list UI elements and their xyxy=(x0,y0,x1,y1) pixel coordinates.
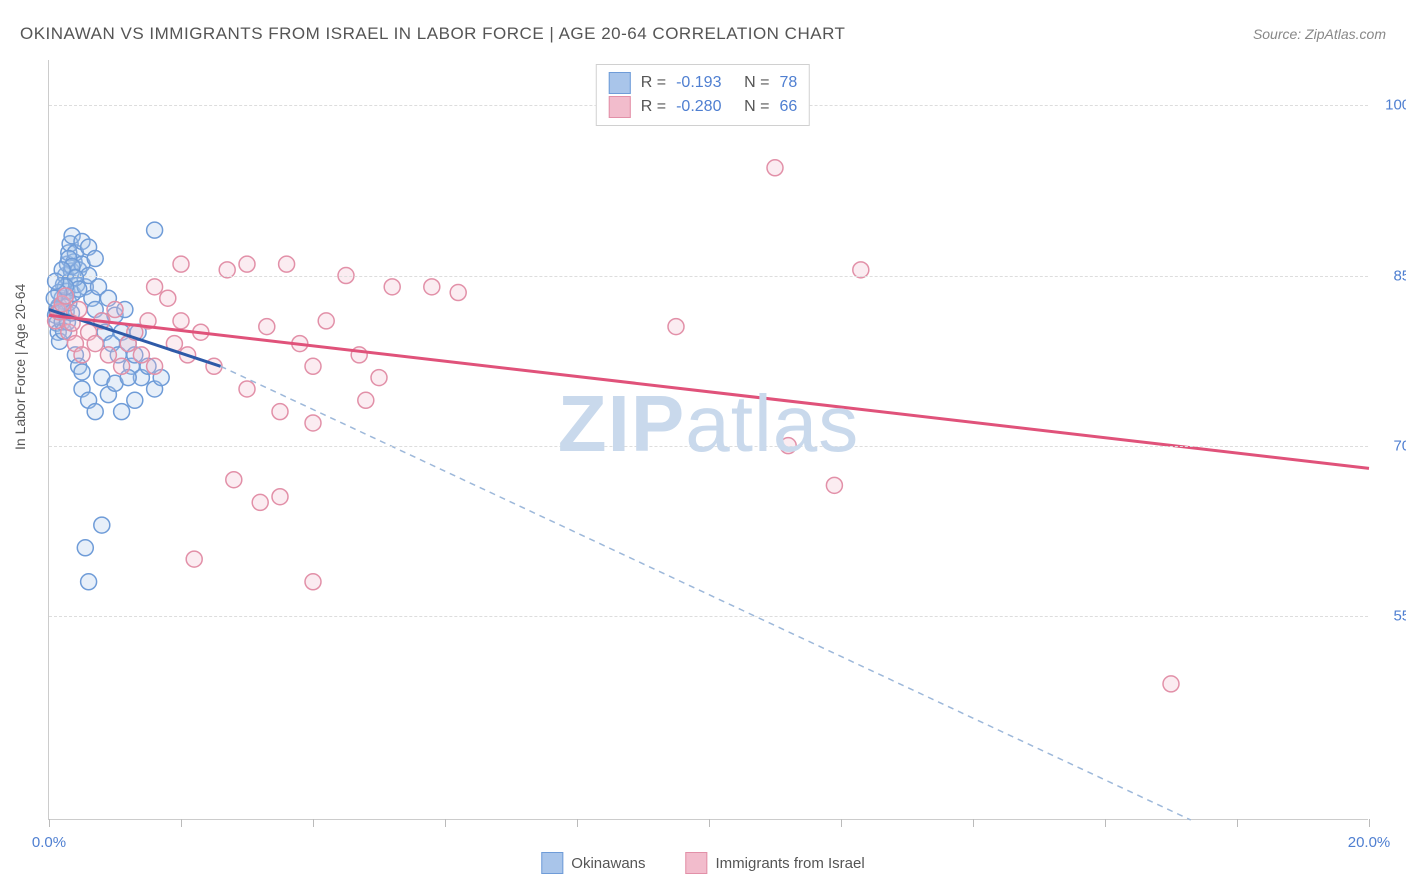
series-legend: Okinawans Immigrants from Israel xyxy=(541,852,864,874)
data-point xyxy=(74,347,90,363)
data-point xyxy=(71,302,87,318)
x-tick xyxy=(841,819,842,827)
x-tick xyxy=(313,819,314,827)
data-point xyxy=(358,392,374,408)
scatter-svg xyxy=(49,60,1368,819)
legend-swatch xyxy=(609,96,631,118)
x-tick xyxy=(577,819,578,827)
source-attribution: Source: ZipAtlas.com xyxy=(1253,26,1386,42)
data-point xyxy=(272,489,288,505)
series-legend-item: Immigrants from Israel xyxy=(686,852,865,874)
data-point xyxy=(668,319,684,335)
legend-swatch xyxy=(609,72,631,94)
y-tick-label: 100.0% xyxy=(1376,97,1406,114)
data-point xyxy=(87,251,103,267)
y-tick-label: 85.0% xyxy=(1376,267,1406,284)
data-point xyxy=(318,313,334,329)
r-label: R = xyxy=(641,95,666,119)
x-tick xyxy=(49,819,50,827)
data-point xyxy=(450,285,466,301)
data-point xyxy=(81,574,97,590)
x-tick xyxy=(1369,819,1370,827)
data-point xyxy=(767,160,783,176)
data-point xyxy=(1163,676,1179,692)
legend-swatch xyxy=(541,852,563,874)
y-axis-label: In Labor Force | Age 20-64 xyxy=(12,284,28,450)
x-tick xyxy=(709,819,710,827)
correlation-legend: R = -0.193 N = 78 R = -0.280 N = 66 xyxy=(596,64,810,126)
data-point xyxy=(100,347,116,363)
data-point xyxy=(133,347,149,363)
data-point xyxy=(279,256,295,272)
n-label: N = xyxy=(744,71,769,95)
legend-swatch xyxy=(686,852,708,874)
data-point xyxy=(107,302,123,318)
data-point xyxy=(74,364,90,380)
x-tick xyxy=(181,819,182,827)
data-point xyxy=(371,370,387,386)
data-point xyxy=(173,256,189,272)
x-tick xyxy=(1105,819,1106,827)
plot-area: ZIPatlas 55.0%70.0%85.0%100.0%0.0%20.0% xyxy=(48,60,1368,820)
n-value: 78 xyxy=(779,71,797,95)
n-label: N = xyxy=(744,95,769,119)
data-point xyxy=(58,288,74,304)
y-tick-label: 70.0% xyxy=(1376,437,1406,454)
data-point xyxy=(305,415,321,431)
x-tick-label: 20.0% xyxy=(1348,834,1391,851)
r-label: R = xyxy=(641,71,666,95)
chart-title: OKINAWAN VS IMMIGRANTS FROM ISRAEL IN LA… xyxy=(20,24,845,44)
data-point xyxy=(826,477,842,493)
data-point xyxy=(173,313,189,329)
data-point xyxy=(305,358,321,374)
data-point xyxy=(114,358,130,374)
data-point xyxy=(114,404,130,420)
data-point xyxy=(226,472,242,488)
data-point xyxy=(186,551,202,567)
data-point xyxy=(160,290,176,306)
gridline xyxy=(49,446,1368,447)
data-point xyxy=(77,540,93,556)
legend-row: R = -0.280 N = 66 xyxy=(609,95,797,119)
x-tick-label: 0.0% xyxy=(32,834,66,851)
gridline xyxy=(49,616,1368,617)
series-label: Okinawans xyxy=(571,855,645,872)
x-tick xyxy=(445,819,446,827)
data-point xyxy=(239,381,255,397)
data-point xyxy=(87,336,103,352)
r-value: -0.193 xyxy=(676,71,734,95)
data-point xyxy=(147,279,163,295)
r-value: -0.280 xyxy=(676,95,734,119)
data-point xyxy=(424,279,440,295)
series-label: Immigrants from Israel xyxy=(716,855,865,872)
data-point xyxy=(305,574,321,590)
x-tick xyxy=(1237,819,1238,827)
series-legend-item: Okinawans xyxy=(541,852,645,874)
trend-line-extrapolated xyxy=(221,366,1191,820)
data-point xyxy=(252,494,268,510)
x-tick xyxy=(973,819,974,827)
gridline xyxy=(49,276,1368,277)
data-point xyxy=(272,404,288,420)
data-point xyxy=(147,222,163,238)
data-point xyxy=(147,358,163,374)
data-point xyxy=(127,392,143,408)
data-point xyxy=(94,517,110,533)
y-tick-label: 55.0% xyxy=(1376,607,1406,624)
data-point xyxy=(239,256,255,272)
data-point xyxy=(259,319,275,335)
data-point xyxy=(87,404,103,420)
legend-row: R = -0.193 N = 78 xyxy=(609,71,797,95)
n-value: 66 xyxy=(779,95,797,119)
data-point xyxy=(384,279,400,295)
